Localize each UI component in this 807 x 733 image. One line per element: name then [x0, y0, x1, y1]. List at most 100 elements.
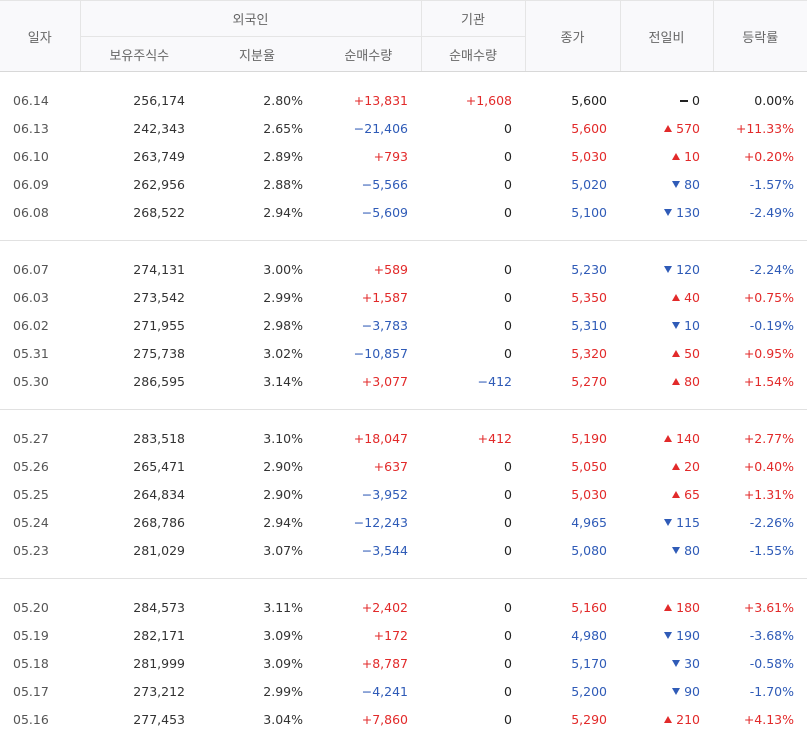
cell-ratio: 2.90%	[198, 452, 316, 480]
change-value: 180	[676, 600, 700, 615]
up-triangle-icon	[664, 604, 672, 611]
cell-institution-net: 0	[421, 311, 525, 339]
cell-holdings: 286,595	[80, 367, 198, 395]
change-value: 50	[684, 346, 700, 361]
group-divider	[0, 226, 807, 241]
change-value: 115	[676, 515, 700, 530]
cell-rate: 0.00%	[713, 86, 807, 114]
cell-rate: -1.57%	[713, 170, 807, 198]
change-value: 570	[676, 121, 700, 136]
cell-holdings: 264,834	[80, 480, 198, 508]
cell-date: 06.09	[0, 170, 80, 198]
cell-institution-net: 0	[421, 621, 525, 649]
down-triangle-icon	[672, 660, 680, 667]
cell-rate: +3.61%	[713, 593, 807, 621]
cell-change: 180	[620, 593, 713, 621]
header-holdings: 보유주식수	[80, 37, 198, 72]
cell-holdings: 275,738	[80, 339, 198, 367]
cell-institution-net: 0	[421, 339, 525, 367]
cell-holdings: 271,955	[80, 311, 198, 339]
header-institution: 기관	[421, 1, 525, 37]
cell-change: 80	[620, 536, 713, 564]
cell-holdings: 273,542	[80, 283, 198, 311]
cell-holdings: 284,573	[80, 593, 198, 621]
cell-date: 05.24	[0, 508, 80, 536]
cell-change: 50	[620, 339, 713, 367]
cell-holdings: 273,212	[80, 677, 198, 705]
cell-date: 06.03	[0, 283, 80, 311]
cell-foreign-net: −5,566	[316, 170, 421, 198]
group-divider	[0, 395, 807, 410]
cell-change: 140	[620, 424, 713, 452]
change-value: 40	[684, 290, 700, 305]
table-header: 일자 외국인 기관 종가 전일비 등락률 보유주식수 지분율 순매수량 순매수량	[0, 1, 807, 72]
up-triangle-icon	[672, 350, 680, 357]
cell-rate: -1.70%	[713, 677, 807, 705]
flat-dash-icon	[680, 100, 688, 102]
cell-date: 05.20	[0, 593, 80, 621]
group-spacer	[0, 72, 807, 87]
cell-close: 5,600	[525, 114, 620, 142]
change-value: 20	[684, 459, 700, 474]
change-value: 120	[676, 262, 700, 277]
cell-change: 130	[620, 198, 713, 226]
cell-date: 05.27	[0, 424, 80, 452]
cell-institution-net: 0	[421, 170, 525, 198]
cell-foreign-net: −12,243	[316, 508, 421, 536]
cell-foreign-net: +8,787	[316, 649, 421, 677]
cell-change: 40	[620, 283, 713, 311]
cell-ratio: 3.10%	[198, 424, 316, 452]
change-value: 130	[676, 205, 700, 220]
cell-date: 05.26	[0, 452, 80, 480]
cell-date: 06.14	[0, 86, 80, 114]
cell-close: 5,270	[525, 367, 620, 395]
cell-holdings: 281,029	[80, 536, 198, 564]
up-triangle-icon	[672, 378, 680, 385]
cell-foreign-net: +793	[316, 142, 421, 170]
change-value: 90	[684, 684, 700, 699]
cell-close: 5,160	[525, 593, 620, 621]
cell-close: 5,170	[525, 649, 620, 677]
cell-date: 05.18	[0, 649, 80, 677]
cell-institution-net: +1,608	[421, 86, 525, 114]
cell-close: 5,600	[525, 86, 620, 114]
cell-change: 80	[620, 170, 713, 198]
cell-ratio: 2.99%	[198, 283, 316, 311]
cell-foreign-net: −3,544	[316, 536, 421, 564]
cell-institution-net: 0	[421, 593, 525, 621]
cell-date: 06.07	[0, 255, 80, 283]
cell-institution-net: 0	[421, 649, 525, 677]
change-value: 0	[692, 93, 700, 108]
up-triangle-icon	[672, 153, 680, 160]
cell-foreign-net: −21,406	[316, 114, 421, 142]
cell-foreign-net: +18,047	[316, 424, 421, 452]
cell-rate: -2.26%	[713, 508, 807, 536]
cell-date: 05.19	[0, 621, 80, 649]
cell-rate: -3.68%	[713, 621, 807, 649]
cell-foreign-net: +1,587	[316, 283, 421, 311]
cell-institution-net: 0	[421, 114, 525, 142]
cell-close: 5,200	[525, 677, 620, 705]
cell-rate: +1.31%	[713, 480, 807, 508]
cell-holdings: 256,174	[80, 86, 198, 114]
cell-holdings: 268,522	[80, 198, 198, 226]
cell-foreign-net: −10,857	[316, 339, 421, 367]
change-value: 80	[684, 177, 700, 192]
down-triangle-icon	[664, 266, 672, 273]
up-triangle-icon	[664, 716, 672, 723]
cell-ratio: 2.88%	[198, 170, 316, 198]
cell-close: 5,050	[525, 452, 620, 480]
change-value: 30	[684, 656, 700, 671]
cell-rate: -1.55%	[713, 536, 807, 564]
cell-foreign-net: +637	[316, 452, 421, 480]
